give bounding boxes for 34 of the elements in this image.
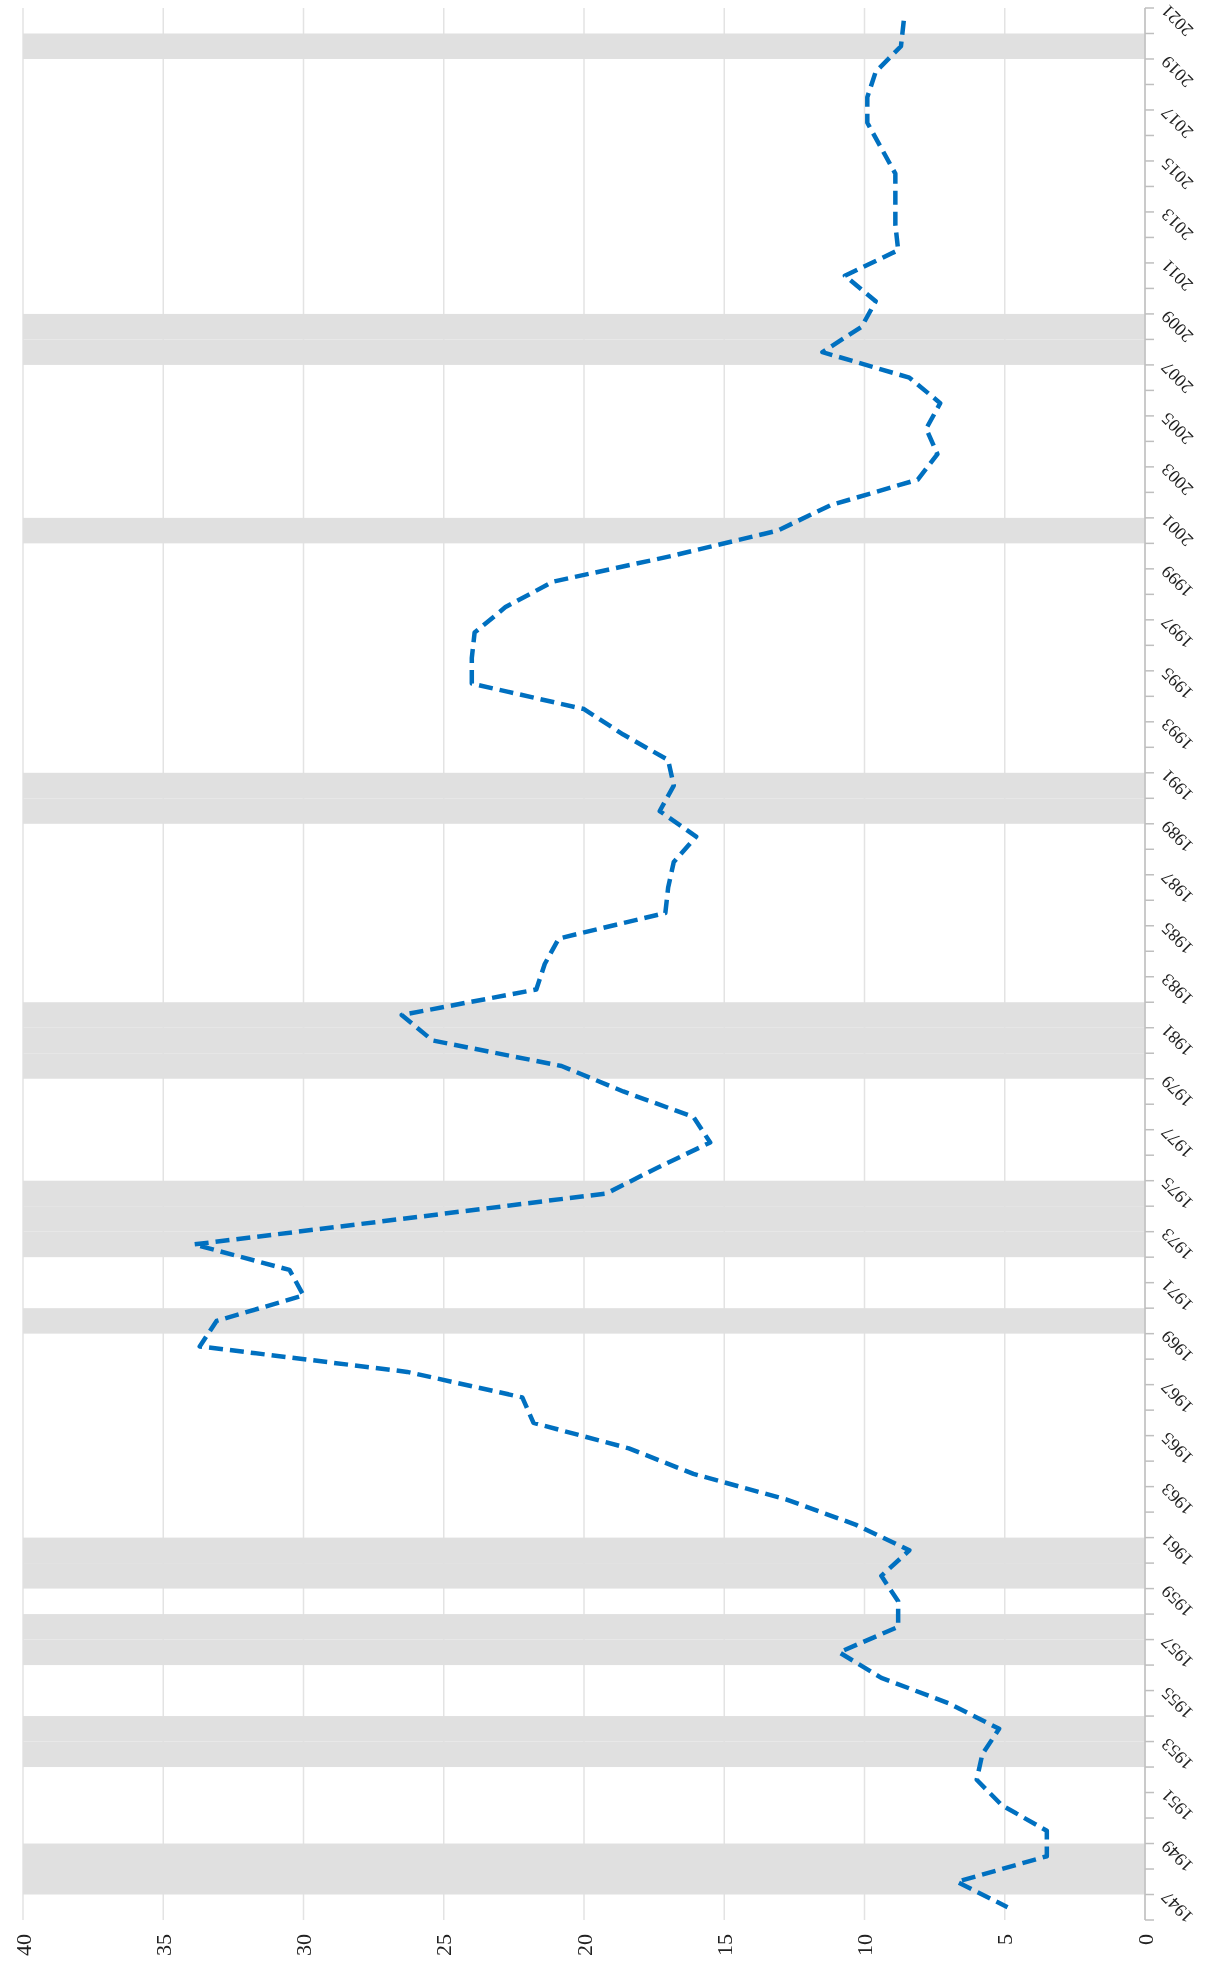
y-tick-label: 1985 [1157,918,1198,959]
y-tick-label: 2007 [1157,357,1198,398]
x-tick-label: 10 [852,1934,878,1956]
y-tick-label: 1947 [1157,1887,1198,1927]
y-tick-label: 1989 [1157,816,1198,857]
y-tick-label: 1977 [1157,1122,1198,1163]
x-tick-label: 25 [431,1934,457,1956]
y-tick-label: 1979 [1157,1071,1198,1112]
y-tick-label: 1973 [1157,1224,1198,1265]
x-tick-label: 40 [10,1934,36,1956]
y-tick-label: 1949 [1157,1836,1198,1876]
y-tick-label: 1959 [1157,1581,1198,1621]
y-tick-label: 1965 [1157,1428,1198,1468]
y-tick-label: 2019 [1157,51,1198,92]
y-tick-label: 1987 [1157,867,1198,908]
y-tick-label: 1963 [1157,1479,1198,1519]
y-tick-label: 1993 [1157,714,1198,755]
y-tick-label: 1999 [1157,561,1198,602]
x-tick-label: 15 [711,1934,737,1956]
y-tick-label: 1995 [1157,663,1198,704]
y-tick-label: 2017 [1157,102,1198,143]
x-tick-label: 5 [992,1934,1018,1945]
x-tick-label: 20 [571,1934,597,1956]
y-tick-label: 1975 [1157,1173,1198,1214]
y-tick-label: 1955 [1157,1683,1198,1723]
y-tick-label: 1997 [1157,612,1198,653]
y-tick-label: 1967 [1157,1377,1198,1417]
x-tick-label: 0 [1132,1934,1158,1945]
x-tick-label: 35 [150,1934,176,1956]
y-tick-label: 1983 [1157,969,1198,1010]
y-tick-label: 1953 [1157,1734,1198,1774]
x-tick-label: 30 [291,1934,317,1956]
y-tick-label: 1969 [1157,1326,1198,1366]
y-tick-label: 1957 [1157,1632,1198,1672]
